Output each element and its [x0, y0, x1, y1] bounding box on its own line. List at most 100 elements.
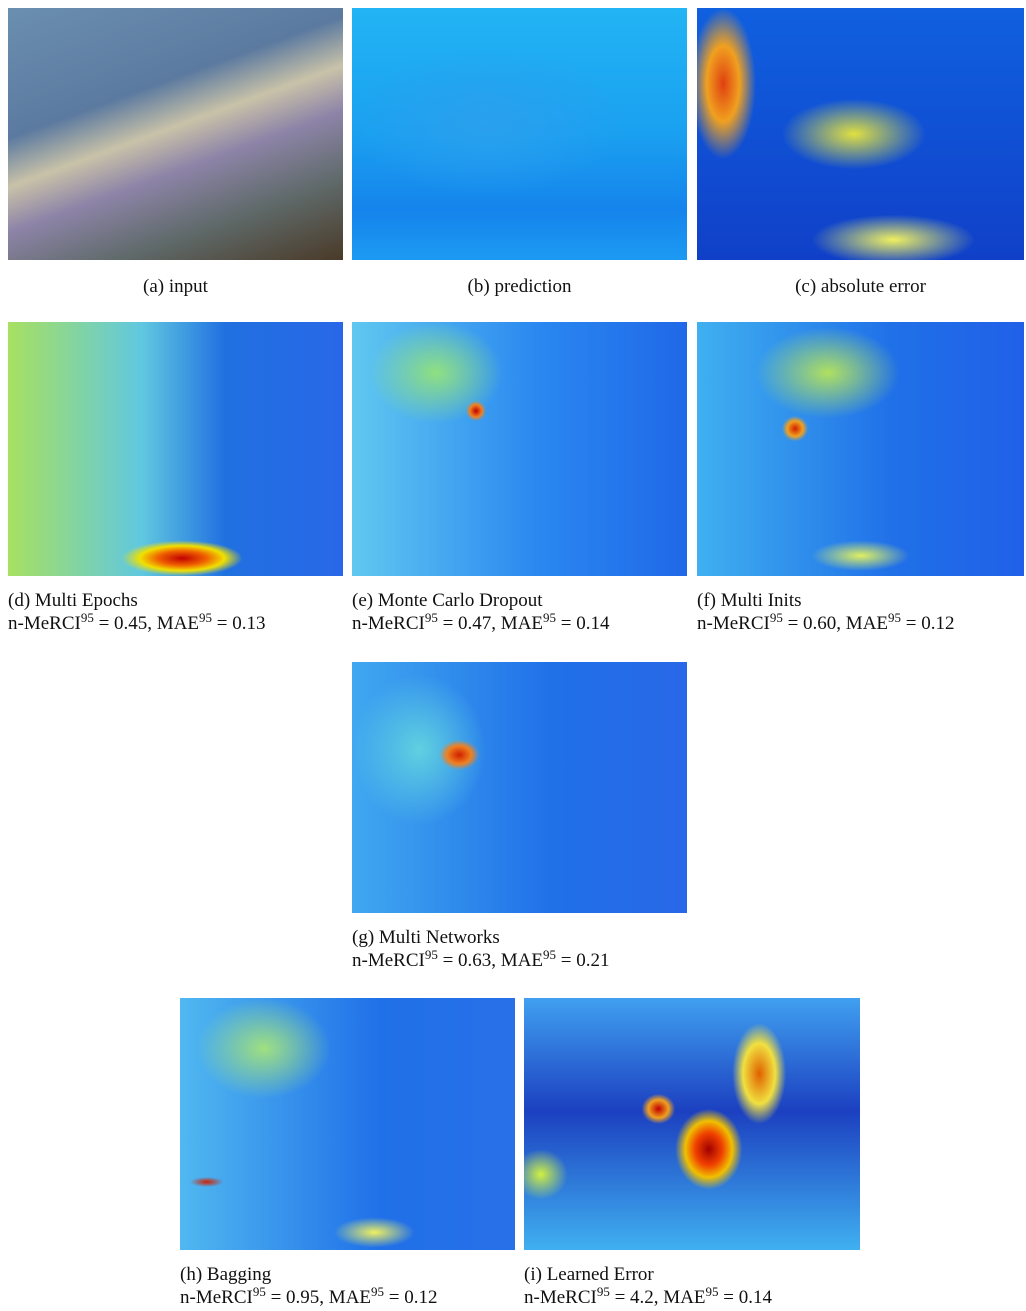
metric-value: 0.21 — [576, 950, 610, 971]
figure-image — [352, 8, 687, 260]
metric-value: 0.63 — [458, 950, 492, 971]
subfigure: (g) Multi Networks n-MeRCI95 = 0.63, MAE9… — [352, 662, 687, 971]
subfigure: (a) input — [8, 8, 343, 297]
subfigure-label: (e) — [352, 590, 374, 611]
caption-title: (g) Multi Networks — [352, 926, 610, 949]
subfigure: (h) Bagging n-MeRCI95 = 0.95, MAE95 = 0.1… — [180, 998, 515, 1308]
subfigure: (f) Multi Inits n-MeRCI95 = 0.60, MAE95 =… — [697, 322, 1024, 634]
subfigure: (i) Learned Error n-MeRCI95 = 4.2, MAE95 … — [524, 998, 860, 1308]
subfigure-label: (d) — [8, 590, 31, 611]
metric-operator: = — [270, 1287, 282, 1308]
metric-name: n-MeRCI — [180, 1287, 253, 1308]
metric-name: MAE — [500, 613, 544, 634]
metric-operator: = — [560, 613, 572, 634]
metric-operator: = — [560, 950, 572, 971]
metrics-line: n-MeRCI95 = 0.45, MAE95 = 0.13 — [8, 610, 266, 635]
caption: (e) Monte Carlo Dropout n-MeRCI95 = 0.47,… — [352, 589, 610, 635]
metric-name: n-MeRCI — [352, 613, 425, 634]
metrics-line: n-MeRCI95 = 0.60, MAE95 = 0.12 — [697, 610, 955, 635]
caption: (h) Bagging n-MeRCI95 = 0.95, MAE95 = 0.1… — [180, 1263, 438, 1309]
metric-value: 0.95 — [286, 1287, 320, 1308]
caption: (d) Multi Epochs n-MeRCI95 = 0.45, MAE95 … — [8, 589, 266, 635]
metric-superscript: 95 — [199, 610, 213, 625]
metric-value: 0.60 — [803, 613, 837, 634]
metric-name: n-MeRCI — [697, 613, 770, 634]
caption-title: (b) prediction — [352, 275, 687, 298]
caption-text: prediction — [494, 276, 572, 297]
subfigure: (c) absolute error — [697, 8, 1024, 297]
metric-superscript: 95 — [888, 610, 902, 625]
figure-image — [8, 322, 343, 576]
caption-title: (h) Bagging — [180, 1263, 438, 1286]
metrics-line: n-MeRCI95 = 0.95, MAE95 = 0.12 — [180, 1284, 438, 1309]
caption-text: Monte Carlo Dropout — [377, 590, 543, 611]
metric-value: 0.13 — [232, 613, 266, 634]
figure-image — [180, 998, 515, 1250]
metric-value: 0.14 — [576, 613, 610, 634]
caption-title: (d) Multi Epochs — [8, 589, 266, 612]
figure-image — [8, 8, 343, 260]
caption-title: (i) Learned Error — [524, 1263, 772, 1286]
figure-image — [697, 322, 1024, 576]
metrics-line: n-MeRCI95 = 0.63, MAE95 = 0.21 — [352, 947, 610, 972]
caption-text: absolute error — [820, 276, 926, 297]
caption-text: input — [168, 276, 208, 297]
caption-text: Multi Inits — [720, 590, 802, 611]
metric-operator: = — [442, 613, 454, 634]
caption: (f) Multi Inits n-MeRCI95 = 0.60, MAE95 =… — [697, 589, 955, 635]
metric-operator: = — [98, 613, 110, 634]
metric-superscript: 95 — [371, 1284, 385, 1299]
metric-superscript: 95 — [80, 610, 94, 625]
metric-separator: , — [491, 613, 497, 634]
metric-superscript: 95 — [424, 947, 438, 962]
metric-superscript: 95 — [543, 947, 557, 962]
metric-separator: , — [319, 1287, 325, 1308]
caption-text: Learned Error — [546, 1264, 654, 1285]
caption: (b) prediction — [352, 275, 687, 298]
metric-name: MAE — [663, 1287, 706, 1308]
metric-separator: , — [653, 1287, 659, 1308]
metric-superscript: 95 — [705, 1284, 719, 1299]
metric-name: n-MeRCI — [352, 950, 425, 971]
caption-text: Bagging — [206, 1264, 272, 1285]
subfigure-label: (c) — [795, 276, 817, 297]
caption-title: (c) absolute error — [697, 275, 1024, 298]
caption-text: Multi Networks — [378, 927, 500, 948]
caption: (a) input — [8, 275, 343, 298]
subfigure-label: (h) — [180, 1264, 203, 1285]
metric-value: 4.2 — [630, 1287, 654, 1308]
metric-name: MAE — [328, 1287, 372, 1308]
metric-value: 0.12 — [921, 613, 955, 634]
metric-superscript: 95 — [424, 610, 438, 625]
caption-text: Multi Epochs — [34, 590, 138, 611]
caption: (c) absolute error — [697, 275, 1024, 298]
metric-name: MAE — [156, 613, 200, 634]
subfigure-label: (g) — [352, 927, 375, 948]
metric-value: 0.14 — [738, 1287, 772, 1308]
caption: (i) Learned Error n-MeRCI95 = 4.2, MAE95 … — [524, 1263, 772, 1309]
caption: (g) Multi Networks n-MeRCI95 = 0.63, MAE9… — [352, 926, 610, 972]
metric-operator: = — [614, 1287, 626, 1308]
metric-superscript: 95 — [769, 610, 783, 625]
metric-superscript: 95 — [596, 1284, 610, 1299]
metric-operator: = — [787, 613, 799, 634]
metrics-line: n-MeRCI95 = 4.2, MAE95 = 0.14 — [524, 1284, 772, 1309]
metric-name: MAE — [500, 950, 544, 971]
metric-operator: = — [388, 1287, 400, 1308]
subfigure: (b) prediction — [352, 8, 687, 297]
caption-title: (f) Multi Inits — [697, 589, 955, 612]
metric-superscript: 95 — [543, 610, 557, 625]
metric-superscript: 95 — [252, 1284, 266, 1299]
figure-image — [524, 998, 860, 1250]
figure-image — [697, 8, 1024, 260]
metric-operator: = — [442, 950, 454, 971]
metric-operator: = — [905, 613, 917, 634]
subfigure: (e) Monte Carlo Dropout n-MeRCI95 = 0.47,… — [352, 322, 687, 634]
subfigure-label: (a) — [143, 276, 165, 297]
metric-value: 0.47 — [458, 613, 492, 634]
figure-image — [352, 662, 687, 913]
metric-operator: = — [216, 613, 228, 634]
subfigure-label: (i) — [524, 1264, 542, 1285]
metric-value: 0.45 — [114, 613, 148, 634]
